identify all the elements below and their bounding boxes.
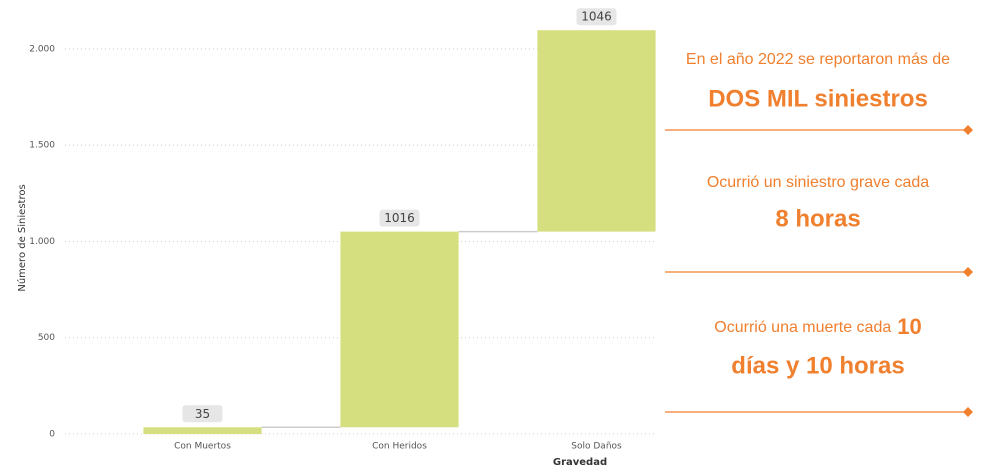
annotation-emphasis: 10	[897, 314, 921, 339]
x-axis-label: Gravedad	[553, 457, 607, 468]
x-tick-label: Con Muertos	[174, 442, 231, 452]
divider-end	[963, 267, 973, 277]
divider-end	[963, 125, 973, 135]
value-label: 35	[195, 407, 210, 421]
annotation-text: Ocurrió un siniestro grave cada	[707, 174, 929, 191]
divider-end	[963, 407, 973, 417]
annotation-text: En el año 2022 se reportaron más de	[686, 51, 950, 68]
y-tick-label: 500	[38, 333, 55, 343]
bar	[143, 427, 262, 434]
value-label-box	[379, 209, 420, 227]
y-tick-label: 1.500	[29, 141, 55, 151]
value-label-box	[576, 8, 617, 26]
annotation-emphasis: días y 10 horas	[731, 352, 904, 379]
y-tick-label: 1.000	[29, 237, 55, 247]
x-tick-label: Solo Daños	[571, 442, 622, 452]
annotation-text: En el año 2022 se reportaron más de	[686, 51, 950, 68]
y-tick-label: 2.000	[29, 44, 55, 54]
y-tick-label: 0	[49, 430, 55, 440]
annotation-text: Ocurrió un siniestro grave cada	[707, 174, 929, 191]
annotation-text: Ocurrió una muerte cada 10	[714, 314, 921, 339]
annotation-emphasis: DOS MIL siniestros	[708, 85, 928, 112]
y-axis-label: Número de Siniestros	[16, 184, 28, 291]
bar	[340, 231, 459, 428]
value-label: 1016	[384, 211, 415, 225]
value-label-box	[182, 405, 223, 423]
bar	[537, 30, 656, 232]
annotation-text: Ocurrió una muerte cada	[714, 319, 891, 336]
value-label: 1046	[581, 10, 612, 24]
annotation-emphasis: 8 horas	[775, 205, 860, 232]
x-tick-label: Con Heridos	[372, 442, 427, 452]
